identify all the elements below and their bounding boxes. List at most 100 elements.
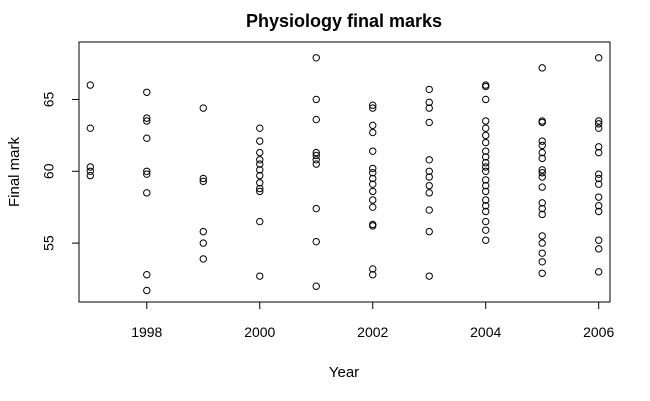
- data-point: [369, 271, 377, 279]
- data-point: [595, 54, 603, 62]
- data-point: [482, 181, 490, 190]
- data-point: [256, 217, 264, 226]
- data-point: [369, 265, 377, 273]
- data-point: [256, 160, 264, 168]
- data-point: [482, 147, 490, 155]
- data-point: [482, 117, 490, 125]
- data-point: [425, 118, 433, 127]
- data-point: [256, 171, 264, 180]
- data-point: [482, 187, 490, 196]
- plot-frame: [78, 41, 611, 303]
- x-tick-label: 2000: [244, 324, 275, 340]
- data-point: [482, 226, 490, 234]
- data-point: [369, 169, 377, 177]
- data-point: [538, 258, 546, 266]
- data-point: [595, 202, 603, 210]
- data-point: [595, 148, 603, 157]
- data-point: [369, 147, 377, 155]
- data-point: [256, 184, 264, 193]
- chart-title: Physiology final marks: [246, 11, 442, 31]
- data-point: [538, 154, 546, 163]
- data-point: [425, 85, 433, 94]
- data-point: [595, 207, 603, 216]
- data-point: [595, 124, 603, 132]
- data-point: [482, 163, 490, 171]
- data-point: [256, 187, 264, 196]
- data-point: [256, 166, 264, 174]
- data-point: [538, 204, 546, 213]
- data-point: [425, 173, 433, 181]
- data-point: [482, 236, 490, 244]
- data-point: [595, 143, 603, 151]
- data-point: [369, 187, 377, 196]
- data-point: [425, 189, 433, 197]
- data-point: [482, 202, 490, 210]
- data-point: [256, 137, 264, 145]
- data-point: [482, 167, 490, 175]
- data-point: [199, 174, 207, 183]
- data-point: [312, 148, 320, 157]
- x-tick-label: 2004: [470, 324, 501, 340]
- data-point: [595, 236, 603, 244]
- data-point: [482, 176, 490, 184]
- data-point: [538, 148, 546, 157]
- y-axis-label: Final mark: [6, 136, 23, 207]
- y-tick-label: 65: [41, 91, 57, 107]
- data-point: [425, 206, 433, 214]
- data-point: [482, 207, 490, 216]
- data-point: [595, 193, 603, 201]
- data-point: [595, 174, 603, 183]
- data-point: [312, 237, 320, 246]
- data-point: [538, 64, 546, 72]
- data-point: [369, 121, 377, 130]
- data-point: [369, 128, 377, 137]
- data-point: [369, 196, 377, 204]
- data-point: [425, 104, 433, 112]
- data-point: [595, 170, 603, 178]
- data-point: [425, 167, 433, 175]
- data-point: [595, 120, 603, 128]
- data-point: [199, 255, 207, 263]
- data-point: [86, 81, 94, 89]
- x-axis: 1998 2000 2002 2004 2006: [131, 302, 614, 340]
- y-tick-label: 55: [41, 235, 57, 251]
- data-point: [369, 104, 377, 112]
- data-point: [482, 131, 490, 140]
- data-point: [538, 169, 546, 177]
- data-point: [482, 124, 490, 132]
- data-point: [538, 269, 546, 277]
- x-tick-label: 2006: [583, 324, 614, 340]
- data-point: [595, 117, 603, 125]
- data-point: [425, 227, 433, 236]
- data-point: [369, 164, 377, 173]
- data-point: [538, 199, 546, 207]
- y-axis: 55 60 65: [41, 91, 79, 251]
- data-point: [482, 217, 490, 226]
- data-point: [143, 117, 151, 125]
- data-point: [425, 272, 433, 280]
- data-point: [595, 268, 603, 276]
- data-point: [199, 239, 207, 247]
- data-point: [482, 82, 490, 91]
- data-point: [595, 245, 603, 253]
- data-point: [482, 196, 490, 204]
- y-tick-label: 60: [41, 163, 57, 179]
- data-point: [312, 204, 320, 213]
- data-point: [425, 181, 433, 190]
- data-point: [538, 232, 546, 240]
- data-point: [256, 272, 264, 280]
- data-point: [538, 249, 546, 257]
- data-point: [369, 101, 377, 109]
- data-point: [86, 171, 94, 180]
- data-point: [256, 148, 264, 157]
- data-point: [143, 134, 151, 142]
- data-point: [425, 98, 433, 107]
- data-point: [538, 183, 546, 191]
- data-point: [256, 179, 264, 187]
- data-point: [369, 180, 377, 188]
- data-point: [369, 174, 377, 183]
- data-point: [199, 227, 207, 236]
- data-point: [86, 167, 94, 175]
